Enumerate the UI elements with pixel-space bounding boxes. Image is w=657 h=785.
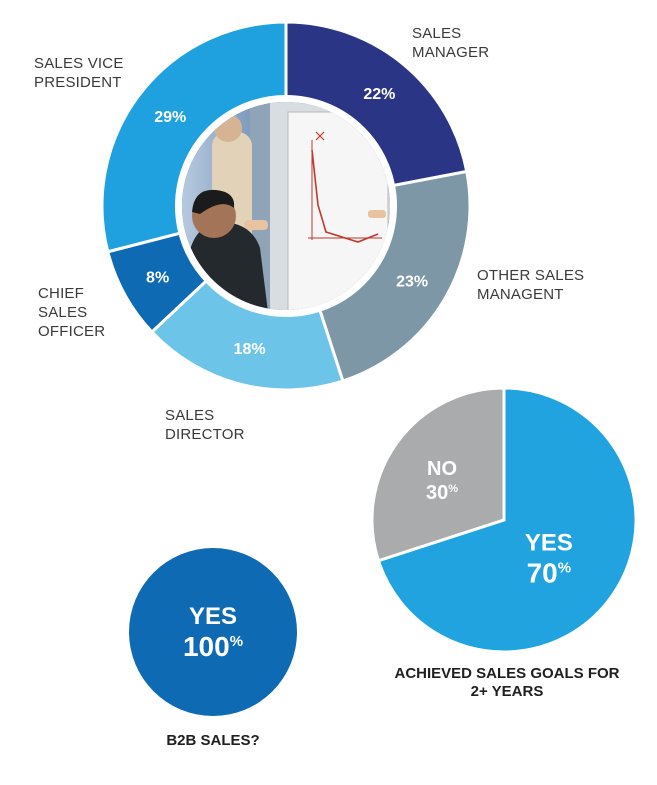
donut-value-label-sales-director: 18% bbox=[234, 341, 266, 358]
donut-value-label-other-sales-managent: 23% bbox=[396, 274, 428, 291]
goals-label-yes: YES bbox=[525, 530, 573, 557]
goals-label-no: NO bbox=[427, 458, 457, 480]
slice-label-chief-sales-officer: CHIEF SALES OFFICER bbox=[38, 285, 106, 340]
donut-inner-ring bbox=[175, 95, 397, 317]
goals-slice-yes bbox=[376, 386, 638, 654]
slice-label-sales-manager: SALES MANAGER bbox=[412, 25, 490, 61]
slice-label-sales-director: SALES DIRECTOR bbox=[165, 407, 245, 443]
donut-value-label-chief-sales-officer: 8% bbox=[146, 270, 169, 287]
slice-label-sales-vice-president: SALES VICE PRESIDENT bbox=[34, 55, 124, 91]
donut-value-label-sales-vice-president: 29% bbox=[154, 109, 186, 126]
slice-label-other-sales-management: OTHER SALES MANAGENT bbox=[477, 267, 585, 303]
donut-value-label-sales-manager: 22% bbox=[363, 86, 395, 103]
b2b-sales-title: B2B SALES? bbox=[166, 732, 260, 749]
role-donut-chart: 22% 23% 18% 8% 29% bbox=[100, 20, 472, 392]
goals-slice-no bbox=[370, 386, 506, 563]
goals-percent-sign-no: % bbox=[448, 483, 458, 495]
goals-percent-sign-yes: % bbox=[558, 560, 571, 577]
b2b-percent-sign: % bbox=[230, 633, 243, 650]
b2b-slice-yes bbox=[129, 548, 297, 716]
center-photo bbox=[182, 102, 390, 310]
sales-goals-title: ACHIEVED SALES GOALS FOR 2+ YEARS bbox=[394, 665, 620, 700]
b2b-label-yes: YES bbox=[189, 603, 237, 630]
